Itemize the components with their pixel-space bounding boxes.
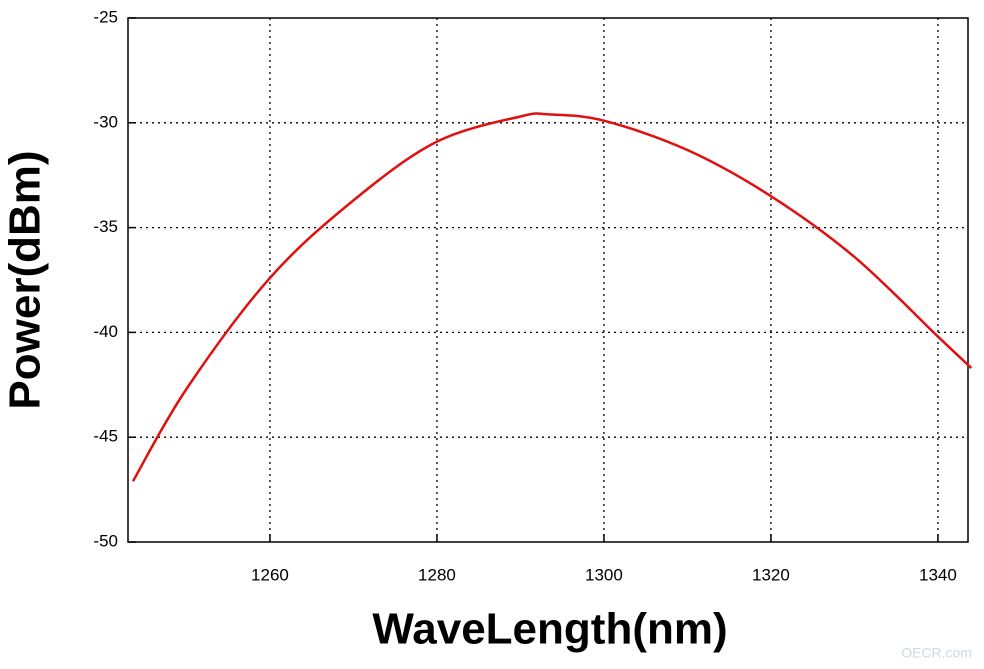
- data-line: [131, 112, 973, 482]
- y-tick-label: -40: [93, 322, 118, 341]
- watermark: OECR.com: [901, 645, 972, 661]
- y-tick-label: -35: [93, 217, 118, 236]
- x-tick-label: 1260: [251, 565, 289, 584]
- y-tick-label: -50: [93, 531, 118, 550]
- y-tick-label: -30: [93, 112, 118, 131]
- plot-frame: [127, 17, 969, 543]
- x-axis-title: WaveLength(nm): [372, 605, 727, 654]
- x-tick-label: 1300: [585, 565, 623, 584]
- x-tick-label: 1280: [418, 565, 456, 584]
- x-tick-label: 1340: [919, 565, 957, 584]
- y-tick-label: -45: [93, 427, 118, 446]
- x-tick-label: 1320: [752, 565, 790, 584]
- y-axis-title: Power(dBm): [1, 150, 50, 409]
- y-tick-label: -25: [93, 7, 118, 26]
